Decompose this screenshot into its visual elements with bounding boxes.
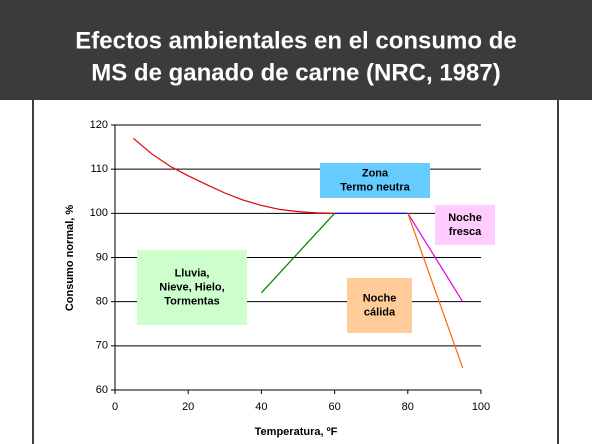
x-tick-label: 80: [402, 401, 414, 413]
annotation-text: fresca: [449, 226, 482, 238]
annotation-box: [435, 205, 495, 245]
x-axis-label: Temperatura, ºF: [255, 426, 338, 438]
annotation-box: [320, 163, 430, 198]
x-tick-label: 0: [112, 401, 118, 413]
y-tick-label: 100: [90, 207, 108, 219]
x-tick-label: 60: [328, 401, 340, 413]
line-series: [260, 212, 336, 294]
x-tick-label: 40: [255, 401, 267, 413]
y-tick-label: 110: [90, 163, 108, 175]
y-tick-label: 60: [96, 384, 108, 396]
annotation-text: Zona: [362, 167, 389, 179]
title-line: MS de ganado de carne (NRC, 1987): [91, 59, 500, 86]
x-tick-label: 100: [472, 401, 490, 413]
annotation-box: [137, 250, 247, 325]
title-line: Efectos ambientales en el consumo de: [75, 27, 516, 54]
line-series: [407, 212, 464, 303]
x-tick-label: 20: [182, 401, 194, 413]
annotation-box: [347, 278, 412, 333]
y-tick-label: 70: [96, 340, 108, 352]
annotation-text: Nieve, Hielo,: [159, 281, 224, 293]
annotation-text: Tormentas: [164, 295, 219, 307]
annotation-text: Lluvia,: [175, 267, 210, 279]
y-tick-label: 80: [96, 296, 108, 308]
annotation-text: cálida: [364, 306, 396, 318]
y-axis-label: Consumo normal, %: [64, 205, 76, 312]
y-tick-label: 120: [90, 119, 108, 131]
annotation-text: Noche: [363, 292, 397, 304]
y-tick-label: 90: [96, 251, 108, 263]
annotation-text: Noche: [448, 212, 482, 224]
header: [0, 0, 592, 100]
annotation-text: Termo neutra: [340, 181, 410, 193]
line-series: [132, 137, 335, 214]
line-series: [407, 213, 464, 369]
